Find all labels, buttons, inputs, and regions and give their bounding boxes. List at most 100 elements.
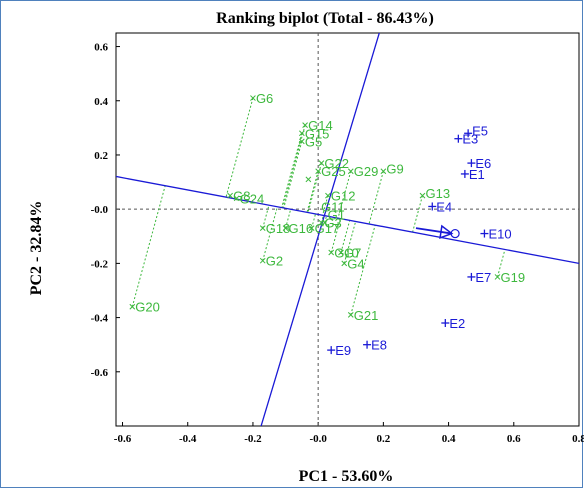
genotype-point — [227, 192, 233, 199]
chart-title: Ranking biplot (Total - 86.43%) — [216, 10, 434, 27]
projection-line — [350, 224, 376, 316]
genotype-cross — [315, 168, 322, 175]
projection-line — [225, 97, 254, 198]
environment-point — [464, 129, 473, 138]
genotype-label: G5 — [305, 134, 322, 149]
genotype-cross — [325, 192, 331, 199]
genotype-cross — [259, 257, 266, 264]
environment-label: E2 — [449, 316, 465, 331]
genotype-cross — [302, 122, 308, 129]
genotype-label: G3 — [324, 216, 341, 231]
reference-lines — [116, 33, 579, 426]
genotype-point — [318, 160, 325, 166]
environment-point — [454, 134, 463, 143]
genotype-point — [347, 312, 354, 318]
genotype-cross — [250, 95, 256, 101]
genotype-point — [328, 249, 335, 256]
genotype-cross — [298, 130, 305, 137]
environment-label: E9 — [335, 343, 351, 358]
projection-line — [497, 249, 506, 278]
environment-point — [363, 340, 372, 349]
environment-point — [327, 346, 336, 355]
projection-line — [322, 195, 329, 216]
genotype-point — [282, 225, 289, 231]
projection-line — [283, 141, 303, 209]
environment-label: E1 — [469, 167, 485, 182]
plot-area — [115, 32, 580, 427]
genotype-label: G12 — [331, 189, 356, 204]
genotype-label: G1 — [328, 208, 345, 223]
genotype-label: G8 — [233, 189, 250, 204]
genotype-label: G22 — [324, 156, 349, 171]
genotype-label: G11 — [321, 199, 345, 214]
y-tick-label: 0.6 — [94, 42, 108, 54]
projection-line — [343, 221, 357, 264]
projection-line — [340, 220, 351, 253]
environment-label: E3 — [462, 132, 478, 147]
genotype-point — [315, 168, 322, 175]
genotype-cross — [129, 303, 136, 310]
genotype-cross — [233, 195, 240, 202]
projection-line — [412, 195, 423, 233]
x-axis-label: PC1 - 53.60% — [299, 468, 394, 485]
genotype-label: G20 — [135, 300, 160, 315]
environment-label: E4 — [436, 199, 452, 214]
genotype-label: G13 — [425, 186, 450, 201]
genotype-point — [259, 257, 266, 264]
genotype-label: G24 — [240, 191, 265, 206]
genotype-point — [494, 274, 501, 280]
genotype-cross — [341, 260, 348, 267]
x-tick-label: -0.2 — [244, 433, 262, 445]
environment-label: E6 — [475, 156, 491, 171]
genotype-point — [380, 168, 387, 175]
genotype-cross — [227, 192, 233, 199]
genotype-cross — [298, 138, 305, 145]
y-tick-label: 0.4 — [94, 96, 108, 108]
environment-point — [460, 169, 469, 178]
genotype-label: G29 — [354, 164, 379, 179]
genotype-label: G15 — [305, 126, 330, 141]
genotype-point — [305, 176, 312, 183]
x-tick-label: -0.4 — [179, 433, 197, 445]
aec-arrow-shaft — [415, 227, 452, 235]
environment-label: E7 — [475, 270, 491, 285]
genotype-cross — [259, 225, 266, 231]
projection-lines — [131, 97, 506, 316]
projection-line — [285, 209, 292, 229]
y-axis-label: PC2 - 32.84% — [28, 201, 45, 296]
x-tick-label: -0.6 — [114, 433, 132, 445]
genotype-label: G18 — [266, 221, 291, 236]
projection-line — [307, 162, 322, 213]
environment-point — [428, 202, 437, 211]
y-axis-ticks: 0.6 0.4 0.2 -0.0 -0.2 -0.4 -0.6 — [91, 42, 120, 379]
genotype-label: G21 — [354, 308, 379, 323]
environment-point — [467, 159, 476, 168]
y-tick-label: -0.2 — [91, 258, 109, 270]
environment-label: E8 — [371, 338, 387, 353]
genotype-cross — [305, 176, 312, 183]
projection-line — [311, 213, 316, 229]
y-tick-label: 0.2 — [94, 150, 108, 162]
genotype-cross — [328, 249, 335, 256]
genotype-label: G9 — [386, 162, 403, 177]
genotype-label: G25 — [321, 164, 346, 179]
aec-arrow-head — [439, 224, 454, 239]
genotype-point — [308, 225, 315, 231]
projection-line — [262, 206, 278, 261]
environment-label: E10 — [488, 227, 511, 242]
x-tick-label: 0.6 — [507, 433, 521, 445]
genotype-label: G4 — [347, 256, 364, 271]
genotype-point — [129, 303, 136, 310]
aec-lines — [116, 33, 579, 426]
projection-line — [131, 185, 166, 307]
projection-line — [306, 171, 319, 213]
genotype-cross — [338, 249, 344, 256]
genotype-point — [419, 192, 426, 199]
projection-line — [320, 215, 324, 223]
average-environment-circle — [450, 228, 460, 239]
genotype-point — [298, 138, 305, 145]
projection-line — [281, 133, 303, 208]
